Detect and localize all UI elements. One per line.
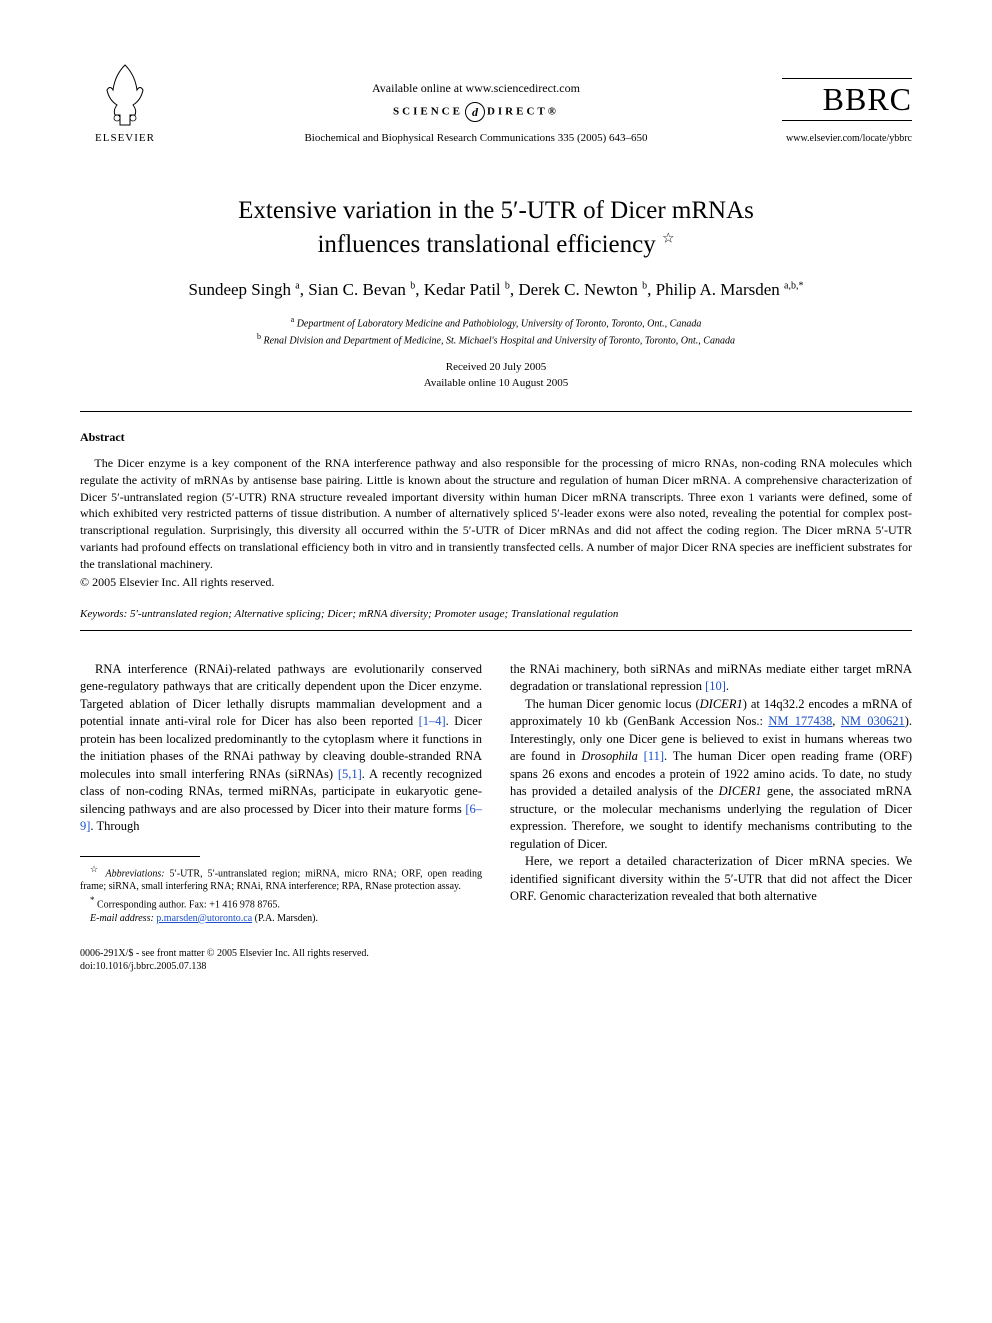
left-column: RNA interference (RNAi)-related pathways… [80, 661, 482, 974]
title-block: Extensive variation in the 5′-UTR of Dic… [80, 194, 912, 262]
journal-abbrev: BBRC [782, 78, 912, 121]
article-title: Extensive variation in the 5′-UTR of Dic… [80, 194, 912, 262]
species-name: Drosophila [581, 749, 638, 763]
publisher-logo-block: ELSEVIER [80, 60, 170, 144]
footnote-separator [80, 856, 200, 857]
doi-line: doi:10.1016/j.bbrc.2005.07.138 [80, 960, 482, 973]
footnotes: ☆ Abbreviations: 5′-UTR, 5′-untranslated… [80, 863, 482, 926]
bottom-meta: 0006-291X/$ - see front matter © 2005 El… [80, 947, 482, 973]
keywords-text: 5′-untranslated region; Alternative spli… [130, 608, 618, 620]
accession-link[interactable]: NM_030621 [841, 714, 905, 728]
corresponding-text: Corresponding author. Fax: +1 416 978 87… [97, 899, 280, 910]
body-text: . [726, 679, 729, 693]
footnote-corresponding: * Corresponding author. Fax: +1 416 978 … [80, 894, 482, 912]
footnote-asterisk-icon: * [90, 895, 95, 905]
received-date: Received 20 July 2005 [80, 360, 912, 375]
rule-below-keywords [80, 630, 912, 631]
body-right-p2: The human Dicer genomic locus (DICER1) a… [510, 696, 912, 854]
elsevier-tree-icon [95, 60, 155, 130]
publisher-name: ELSEVIER [95, 132, 155, 144]
ref-link[interactable]: [11] [644, 749, 664, 763]
abstract-heading: Abstract [80, 430, 912, 445]
gene-name: DICER1 [700, 697, 743, 711]
accession-link[interactable]: NM_177438 [768, 714, 832, 728]
keywords-label: Keywords: [80, 608, 127, 620]
body-right-p3: Here, we report a detailed characterizat… [510, 853, 912, 906]
available-date: Available online 10 August 2005 [80, 376, 912, 391]
journal-brand-block: BBRC www.elsevier.com/locate/ybbrc [782, 78, 912, 144]
front-matter-line: 0006-291X/$ - see front matter © 2005 El… [80, 947, 482, 960]
title-line2: influences translational efficiency [317, 231, 655, 258]
gene-name: DICER1 [719, 784, 762, 798]
footnote-email: E-mail address: p.marsden@utoronto.ca (P… [80, 912, 482, 926]
rule-above-abstract [80, 411, 912, 412]
body-left-p1: RNA interference (RNAi)-related pathways… [80, 661, 482, 836]
affiliations: a Department of Laboratory Medicine and … [80, 314, 912, 349]
sd-right: DIRECT® [487, 106, 559, 118]
email-suffix: (P.A. Marsden). [255, 913, 318, 924]
authors-line: Sundeep Singh a, Sian C. Bevan b, Kedar … [80, 280, 912, 300]
title-line1: Extensive variation in the 5′-UTR of Dic… [238, 197, 754, 224]
email-link[interactable]: p.marsden@utoronto.ca [156, 913, 252, 924]
journal-citation: Biochemical and Biophysical Research Com… [190, 132, 762, 144]
body-text: . Through [90, 819, 139, 833]
affiliation-a-text: Department of Laboratory Medicine and Pa… [297, 318, 702, 329]
body-text: , [832, 714, 841, 728]
available-online-text: Available online at www.sciencedirect.co… [190, 81, 762, 96]
header-center: Available online at www.sciencedirect.co… [170, 81, 782, 144]
affiliation-a: a Department of Laboratory Medicine and … [80, 314, 912, 331]
right-column: the RNAi machinery, both siRNAs and miRN… [510, 661, 912, 974]
footnote-star-icon: ☆ [90, 864, 101, 874]
ref-link[interactable]: [5,1] [338, 767, 362, 781]
page-header: ELSEVIER Available online at www.science… [80, 60, 912, 144]
keywords-line: Keywords: 5′-untranslated region; Altern… [80, 608, 912, 620]
sd-left: SCIENCE [393, 106, 463, 118]
sd-at-icon: d [465, 102, 485, 122]
abstract-block: Abstract The Dicer enzyme is a key compo… [80, 430, 912, 590]
affiliation-b: b Renal Division and Department of Medic… [80, 331, 912, 348]
title-footnote-star: ☆ [662, 231, 675, 246]
body-columns: RNA interference (RNAi)-related pathways… [80, 661, 912, 974]
abbrev-label: Abbreviations: [106, 868, 165, 879]
body-right-p1: the RNAi machinery, both siRNAs and miRN… [510, 661, 912, 696]
affiliation-b-text: Renal Division and Department of Medicin… [264, 335, 735, 346]
abstract-copyright: © 2005 Elsevier Inc. All rights reserved… [80, 575, 912, 590]
abstract-text: The Dicer enzyme is a key component of t… [80, 455, 912, 573]
ref-link[interactable]: [1–4] [419, 714, 446, 728]
body-text: The human Dicer genomic locus ( [525, 697, 700, 711]
footnote-abbrev: ☆ Abbreviations: 5′-UTR, 5′-untranslated… [80, 863, 482, 894]
sciencedirect-logo: SCIENCEdDIRECT® [190, 102, 762, 122]
locate-url: www.elsevier.com/locate/ybbrc [782, 133, 912, 144]
ref-link[interactable]: [10] [705, 679, 726, 693]
email-label: E-mail address: [90, 913, 154, 924]
dates-block: Received 20 July 2005 Available online 1… [80, 360, 912, 391]
